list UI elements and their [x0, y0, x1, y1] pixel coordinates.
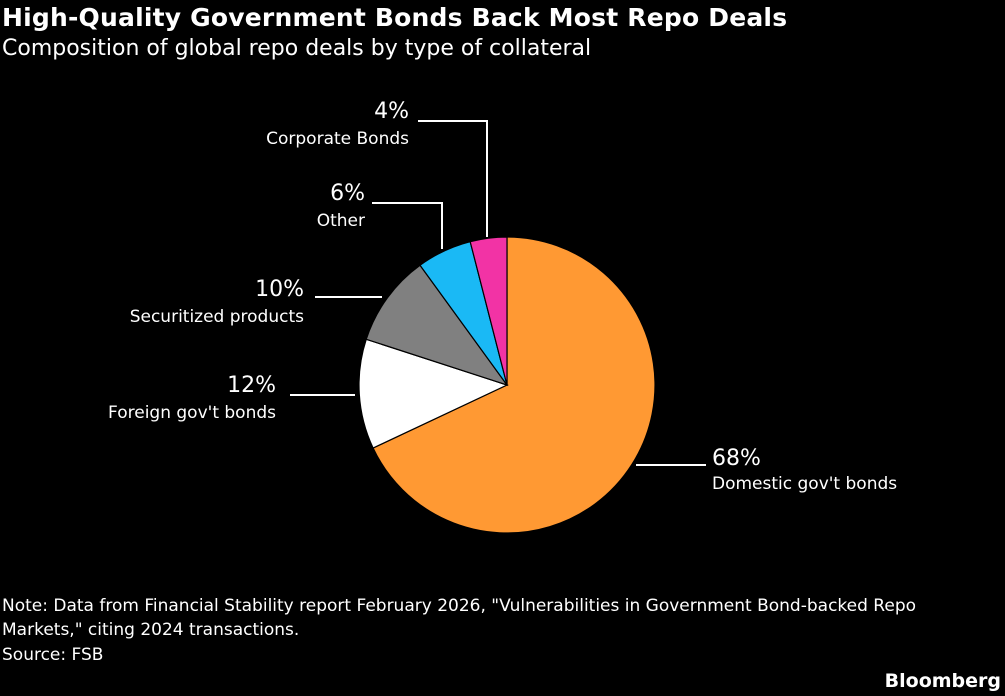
- slice-value-label: 4%: [374, 99, 409, 124]
- slice-category-label: Securitized products: [130, 307, 304, 327]
- pie-slice-securitized-products: [365, 264, 509, 387]
- bloomberg-logo: Bloomberg: [884, 670, 1001, 692]
- slice-category-label: Domestic gov't bonds: [712, 474, 897, 494]
- leader-line: [372, 202, 443, 249]
- slice-value-label: 6%: [330, 181, 365, 206]
- chart-note: Note: Data from Financial Stability repo…: [2, 596, 917, 640]
- pie-slice-domestic-gov-t-bonds: [372, 236, 656, 534]
- chart-source: Source: FSB: [2, 645, 104, 665]
- slice-category-label: Other: [317, 211, 365, 231]
- pie-slice-corporate-bonds: [469, 236, 508, 386]
- chart-subtitle: Composition of global repo deals by type…: [2, 36, 592, 61]
- pie-slice-foreign-gov-t-bonds: [358, 338, 509, 449]
- slice-category-label: Corporate Bonds: [266, 129, 409, 149]
- slice-value-label: 10%: [255, 277, 304, 302]
- slice-value-label: 12%: [227, 373, 276, 398]
- leader-line: [418, 120, 488, 237]
- slice-category-label: Foreign gov't bonds: [108, 403, 276, 423]
- slice-value-label: 68%: [712, 446, 761, 471]
- chart-title: High-Quality Government Bonds Back Most …: [2, 3, 788, 32]
